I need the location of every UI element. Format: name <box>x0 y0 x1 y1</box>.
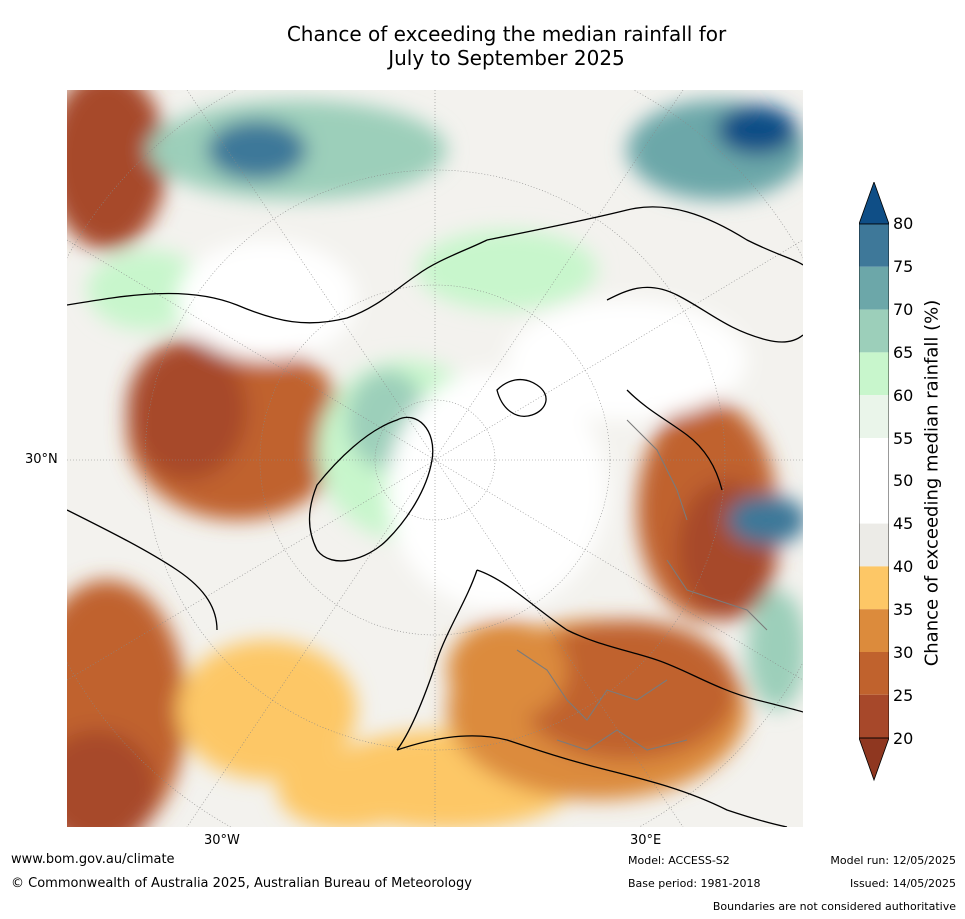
colorbar-tick: 20 <box>893 729 914 748</box>
colorbar-extend-bottom <box>859 737 889 782</box>
longitude-label-30e: 30°E <box>630 833 662 848</box>
colorbar-tick: 25 <box>893 686 914 705</box>
base-period-text: Base period: 1981-2018 <box>628 877 761 890</box>
model-run-text: Model run: 12/05/2025 <box>830 854 956 867</box>
colorbar-tick: 30 <box>893 643 914 662</box>
longitude-label-30w: 30°W <box>204 833 240 848</box>
colorbar-band <box>859 438 889 524</box>
colorbar-tick: 45 <box>893 514 914 533</box>
colorbar-tick: 75 <box>893 257 914 276</box>
colorbar-band <box>859 566 889 610</box>
colorbar-tick: 50 <box>893 471 914 490</box>
colorbar-band <box>859 609 889 652</box>
colorbar-label: Chance of exceeding median rainfall (%) <box>921 299 943 667</box>
latitude-label-30n: 30°N <box>25 452 58 467</box>
colorbar-ticks: 80 75 70 65 60 55 50 45 40 35 30 25 20 <box>893 0 933 919</box>
colorbar-band <box>859 395 889 438</box>
colorbar <box>859 182 889 782</box>
colorbar-tick: 40 <box>893 557 914 576</box>
colorbar-tick: 35 <box>893 600 914 619</box>
copyright-text: © Commonwealth of Australia 2025, Austra… <box>11 876 472 891</box>
colorbar-band <box>859 523 889 567</box>
boundary-disclaimer: Boundaries are not considered authoritat… <box>712 900 956 913</box>
colorbar-tick: 70 <box>893 300 914 319</box>
colorbar-extend-top <box>859 182 889 225</box>
colorbar-tick: 80 <box>893 214 914 233</box>
model-text: Model: ACCESS-S2 <box>628 854 730 867</box>
map-title: Chance of exceeding the median rainfall … <box>0 22 965 70</box>
colorbar-band <box>859 266 889 310</box>
issued-date-text: Issued: 14/05/2025 <box>849 877 956 890</box>
colorbar-band <box>859 694 889 738</box>
colorbar-tick: 65 <box>893 343 914 362</box>
website-link[interactable]: www.bom.gov.au/climate <box>11 852 175 867</box>
colorbar-tick: 60 <box>893 386 914 405</box>
colorbar-band <box>859 352 889 396</box>
colorbar-band <box>859 652 889 695</box>
colorbar-band <box>859 309 889 353</box>
map-image <box>67 90 803 827</box>
colorbar-tick: 55 <box>893 429 914 448</box>
title-line-2: July to September 2025 <box>388 46 625 70</box>
rainfall-probability-map <box>67 90 803 827</box>
colorbar-band <box>859 224 889 267</box>
title-line-1: Chance of exceeding the median rainfall … <box>286 22 727 46</box>
